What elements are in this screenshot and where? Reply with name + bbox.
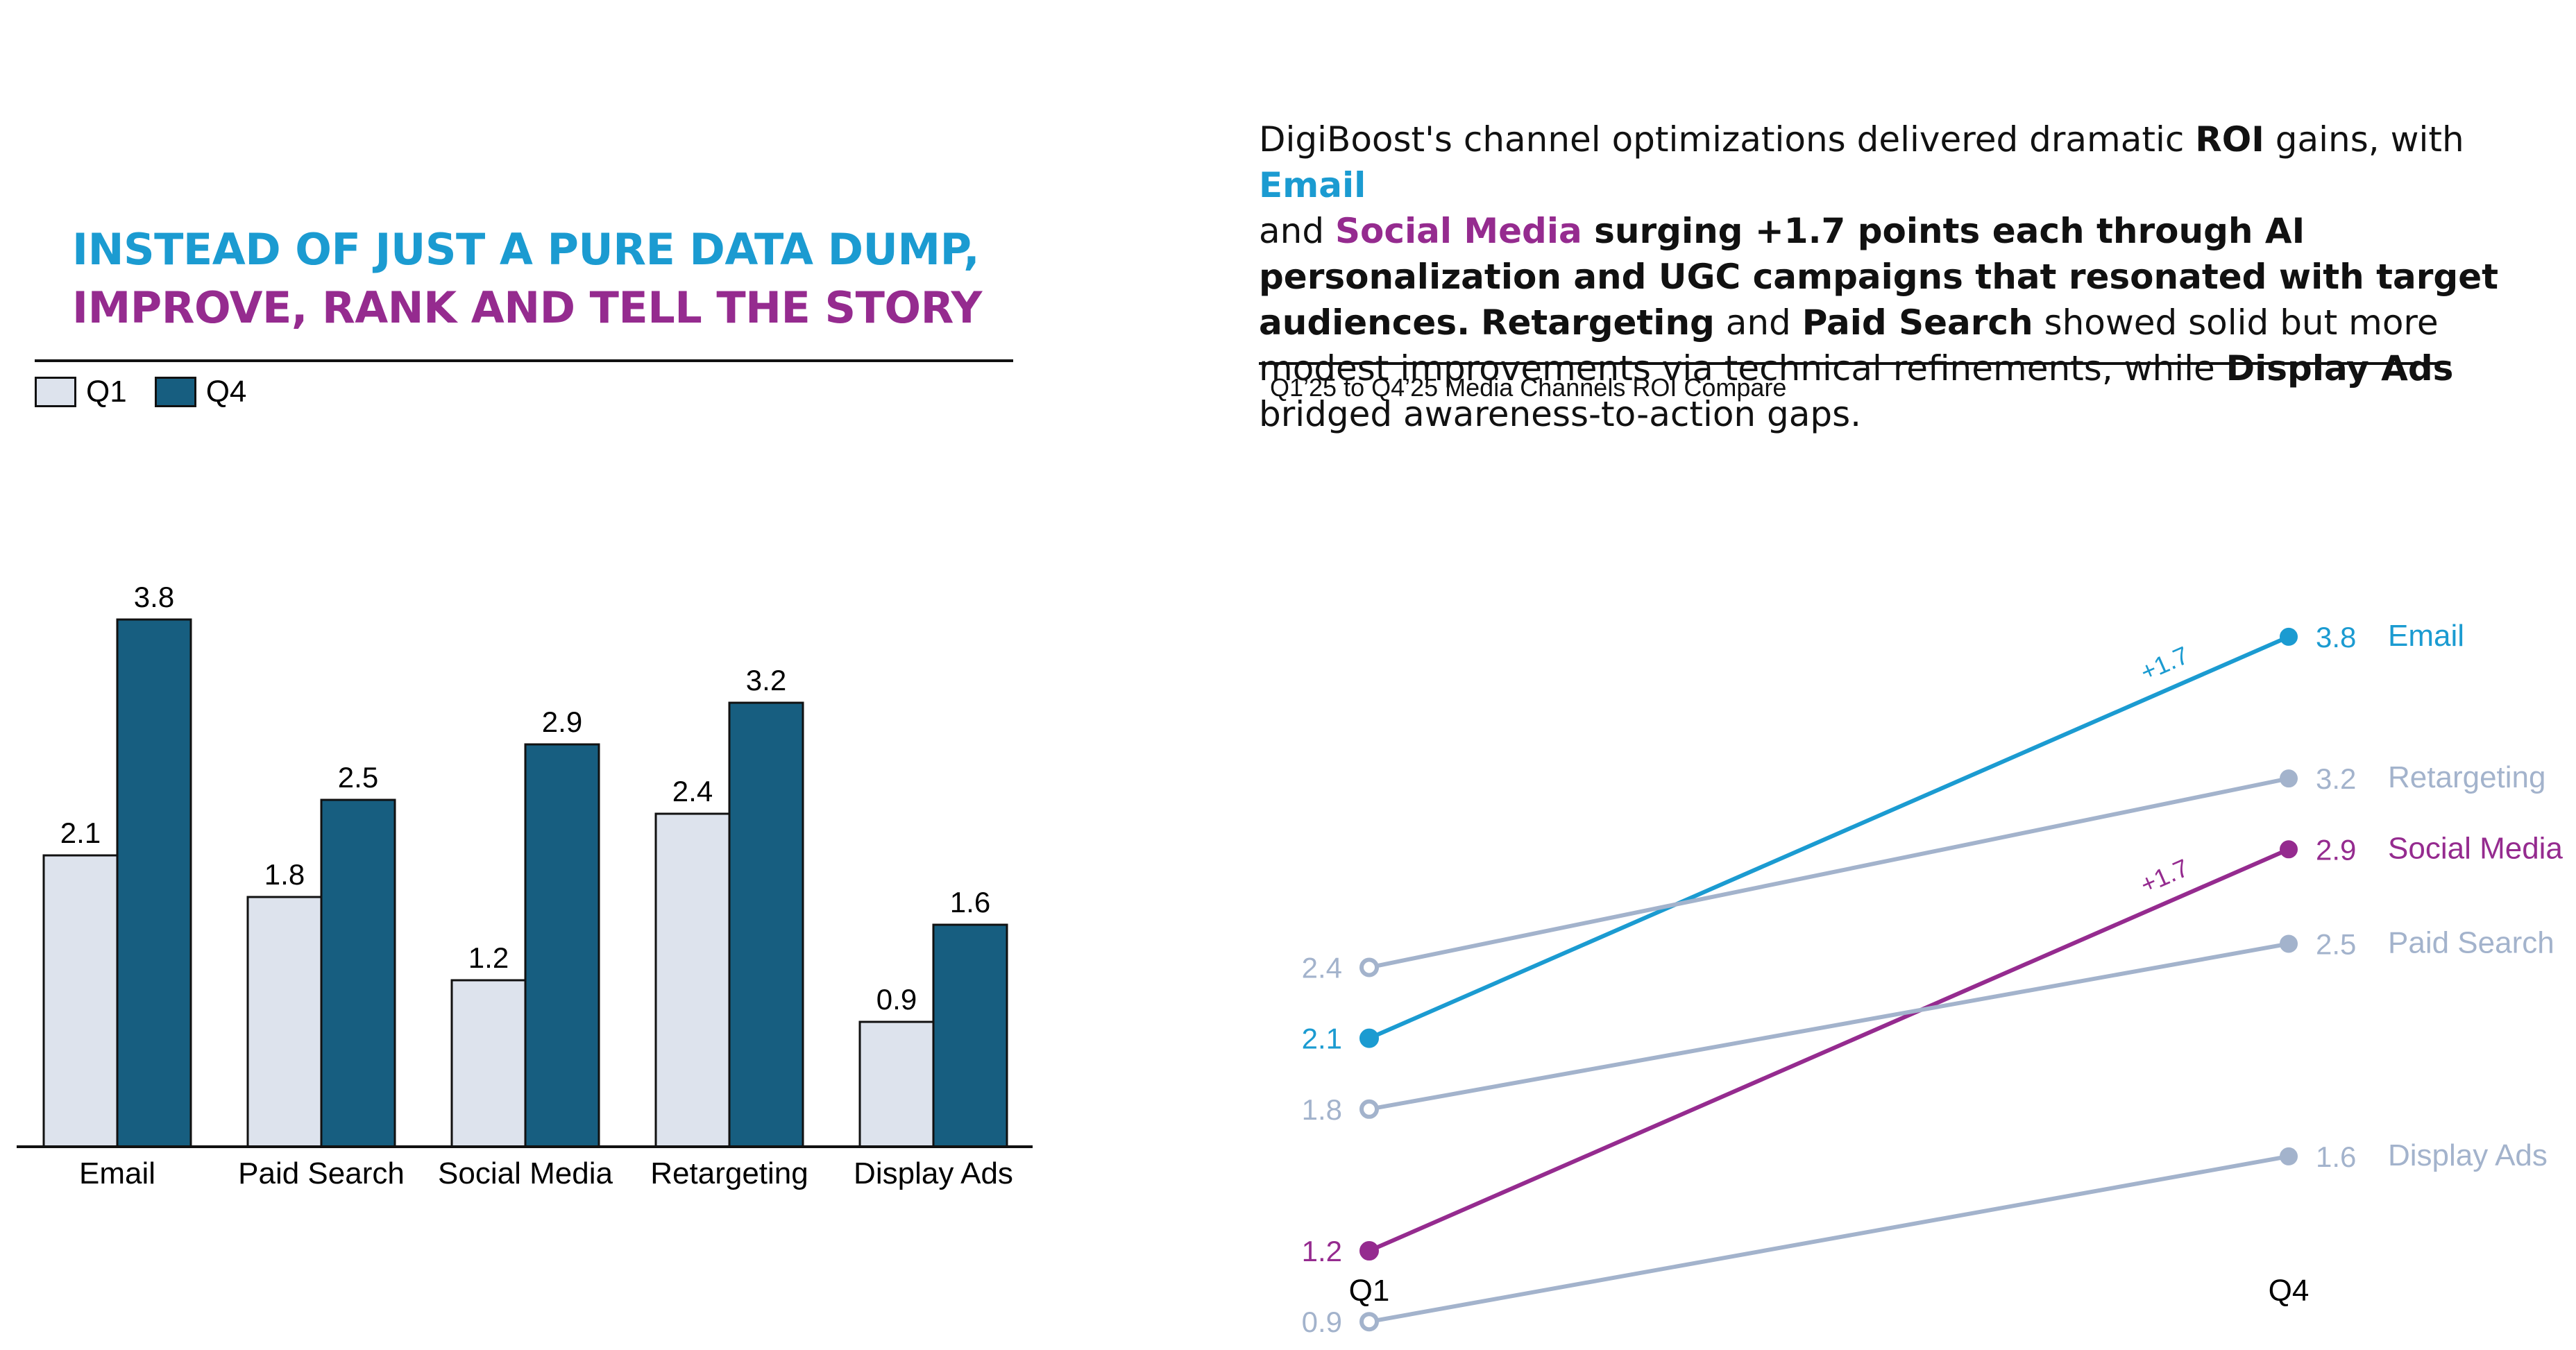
story-text-3: and [1259, 211, 1335, 251]
story-text-7: showed solid but more modest improvement… [1259, 302, 2439, 388]
story-social: Social Media [1334, 211, 1582, 251]
slope-value-q4-retargeting: 3.2 [2316, 762, 2356, 795]
right-divider [1259, 362, 2447, 365]
bar-retargeting-q1 [654, 812, 731, 1148]
slope-line-display-ads [1368, 1154, 2289, 1324]
slope-point-q4-paid-search [2280, 934, 2298, 953]
story-text-8: bridged awareness-to-action gaps. [1259, 394, 1862, 434]
slope-value-q1-display-ads: 0.9 [1302, 1306, 1342, 1338]
story-display: Display Ads [2226, 348, 2454, 388]
bar-value-retargeting-q4: 3.2 [746, 664, 786, 697]
bar-email-q4 [116, 618, 192, 1148]
slope-line-retargeting [1368, 776, 2289, 970]
bar-value-email-q4: 3.8 [134, 581, 174, 613]
bar-value-display-ads-q4: 1.6 [950, 886, 990, 918]
slope-series-label-display-ads: Display Ads [2388, 1138, 2548, 1172]
headline-line-1: INSTEAD OF JUST A PURE DATA DUMP, [72, 224, 980, 275]
slope-delta-email: +1.7 [2136, 640, 2193, 686]
legend-label-q1: Q1 [86, 375, 127, 409]
bar-value-paid-search-q4: 2.5 [338, 761, 378, 794]
story-paid: Paid Search [1802, 302, 2033, 343]
story-text-2: gains, with [2264, 119, 2464, 160]
slope-line-email [1368, 635, 2290, 1041]
x-tick-display-ads: Display Ads [854, 1156, 1013, 1190]
legend-item-q4: Q4 [154, 375, 247, 409]
slope-point-q1-retargeting [1359, 957, 1379, 977]
slope-value-q4-display-ads: 1.6 [2316, 1140, 2356, 1173]
bar-value-paid-search-q1: 1.8 [264, 858, 305, 891]
slope-value-q4-paid-search: 2.5 [2316, 928, 2356, 960]
bar-value-email-q1: 2.1 [60, 817, 101, 849]
slope-point-q1-email [1359, 1028, 1379, 1048]
bar-social-media-q1 [450, 979, 527, 1148]
slope-series-label-retargeting: Retargeting [2388, 760, 2545, 794]
slope-series-label-email: Email [2388, 619, 2464, 653]
slope-value-q1-social-media: 1.2 [1302, 1235, 1342, 1267]
slope-line-paid-search [1368, 941, 2289, 1111]
slope-value-q1-paid-search: 1.8 [1302, 1093, 1342, 1126]
story-paragraph: DigiBoost's channel optimizations delive… [1259, 117, 2550, 437]
slope-point-q4-display-ads [2280, 1147, 2298, 1165]
story-email: Email [1259, 165, 1366, 205]
story-text-1: DigiBoost's channel optimizations delive… [1259, 119, 2196, 160]
legend-swatch-q4 [154, 377, 196, 407]
slope-x-label-q4: Q4 [2269, 1274, 2310, 1308]
slope-point-q4-email [2280, 627, 2298, 646]
x-tick-paid-search: Paid Search [238, 1156, 405, 1190]
bar-paid-search-q4 [320, 798, 396, 1148]
legend-swatch-q1 [35, 377, 76, 407]
x-tick-email: Email [79, 1156, 155, 1190]
slope-series-label-paid-search: Paid Search [2388, 925, 2554, 959]
slope-value-q4-email: 3.8 [2316, 621, 2356, 653]
bar-value-social-media-q1: 1.2 [468, 941, 509, 974]
x-tick-social-media: Social Media [438, 1156, 613, 1190]
bar-email-q1 [42, 854, 119, 1148]
slope-chart-title: Q1’25 to Q4’25 Media Channels ROI Compar… [1270, 373, 1787, 402]
bar-retargeting-q4 [728, 701, 804, 1148]
headline-line-2: IMPROVE, RANK AND TELL THE STORY [72, 282, 982, 333]
bar-social-media-q4 [524, 743, 600, 1148]
slope-value-q1-retargeting: 2.4 [1302, 952, 1342, 984]
slope-series-label-social-media: Social Media [2388, 831, 2563, 865]
bar-value-retargeting-q1: 2.4 [672, 775, 713, 808]
slope-point-q1-display-ads [1359, 1312, 1379, 1332]
legend-label-q4: Q4 [205, 375, 247, 409]
slope-point-q4-social-media [2280, 840, 2298, 859]
bar-value-social-media-q4: 2.9 [542, 706, 582, 738]
bar-paid-search-q1 [246, 896, 323, 1148]
slope-point-q1-social-media [1359, 1241, 1379, 1261]
slope-value-q1-email: 2.1 [1302, 1023, 1342, 1055]
bar-display-ads-q4 [932, 923, 1008, 1148]
left-divider [35, 359, 1013, 362]
bar-display-ads-q1 [858, 1020, 935, 1148]
slope-line-social-media [1368, 847, 2290, 1253]
story-text-4: surging +1.7 points each through AI pers… [1259, 211, 2499, 343]
story-text-6: and [1714, 302, 1802, 343]
slope-point-q1-paid-search [1359, 1099, 1379, 1119]
story-roi: ROI [2195, 119, 2264, 160]
slope-point-q4-retargeting [2280, 769, 2298, 788]
bar-value-display-ads-q1: 0.9 [876, 983, 917, 1016]
slope-delta-social-media: +1.7 [2136, 853, 2193, 899]
x-tick-retargeting: Retargeting [650, 1156, 808, 1190]
slope-x-label-q1: Q1 [1349, 1274, 1390, 1308]
bar-legend: Q1 Q4 [35, 375, 274, 409]
slope-value-q4-social-media: 2.9 [2316, 833, 2356, 866]
legend-item-q1: Q1 [35, 375, 127, 409]
headline: INSTEAD OF JUST A PURE DATA DUMP, IMPROV… [72, 221, 982, 337]
story-retargeting: Retargeting [1480, 302, 1715, 343]
